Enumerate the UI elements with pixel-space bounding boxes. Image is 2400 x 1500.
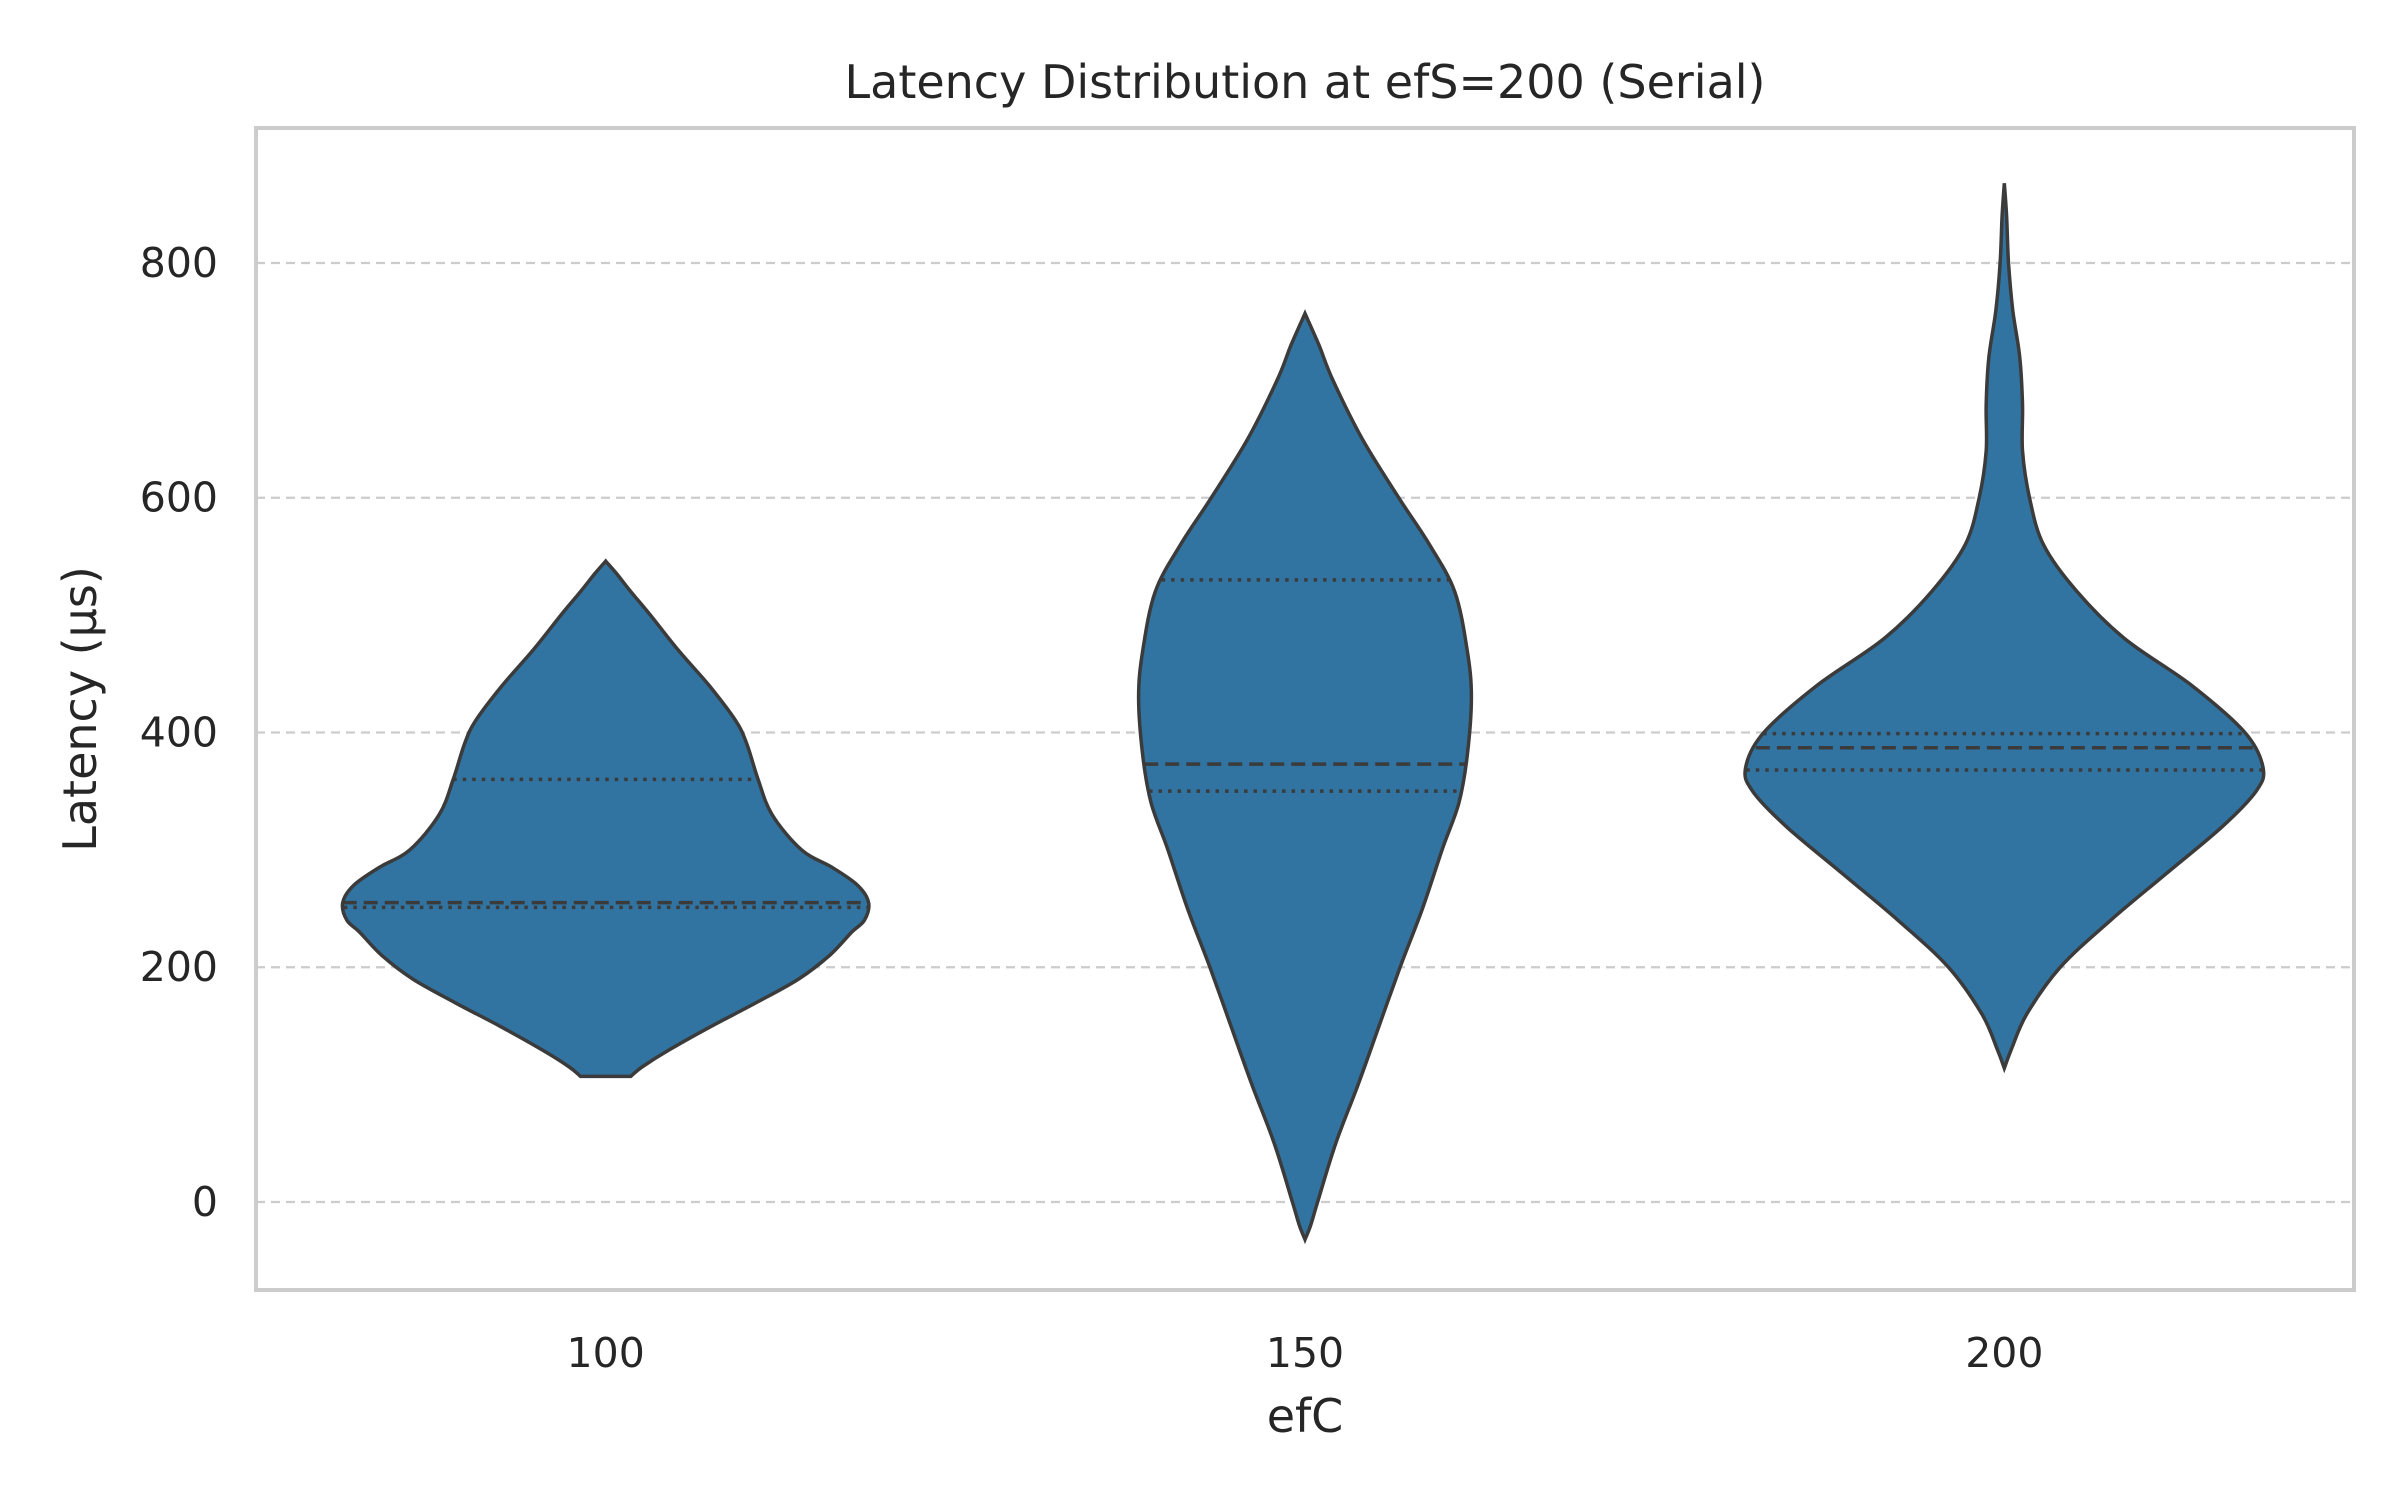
y-tick-label: 200 bbox=[140, 943, 218, 991]
violin-200 bbox=[1743, 183, 2266, 1074]
x-tick-label: 150 bbox=[1266, 1329, 1344, 1377]
plot-frame bbox=[254, 126, 2356, 1292]
violin-body bbox=[1743, 183, 2266, 1074]
y-tick-label: 600 bbox=[140, 474, 218, 522]
x-tick-label: 100 bbox=[567, 1329, 645, 1377]
y-tick-label: 800 bbox=[140, 239, 218, 287]
violins bbox=[340, 183, 2266, 1245]
violin-body bbox=[340, 558, 871, 1079]
x-tick-labels: 100 150 200 bbox=[567, 1329, 2044, 1377]
chart-title: Latency Distribution at efS=200 (Serial) bbox=[845, 55, 1766, 109]
y-tick-label: 400 bbox=[140, 708, 218, 756]
violin-100 bbox=[340, 558, 871, 1079]
y-axis-label: Latency (μs) bbox=[53, 566, 107, 852]
x-axis-label: efC bbox=[1267, 1389, 1344, 1443]
x-tick-label: 200 bbox=[1965, 1329, 2043, 1377]
violin-body bbox=[1136, 309, 1474, 1245]
y-tick-label: 0 bbox=[192, 1178, 218, 1226]
violin-150 bbox=[1136, 309, 1474, 1245]
y-tick-labels: 0 200 400 600 800 bbox=[140, 239, 218, 1226]
